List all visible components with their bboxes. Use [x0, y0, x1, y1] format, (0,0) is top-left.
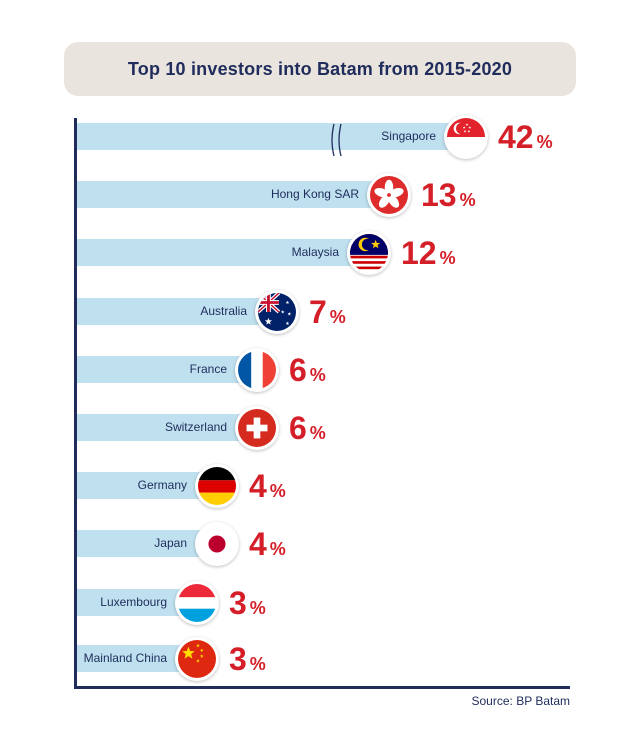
category-label: France [189, 362, 227, 376]
value-label: 3% [229, 584, 266, 621]
value-label: 4% [249, 467, 286, 504]
category-label: Mainland China [83, 651, 167, 665]
value-label: 13% [421, 176, 476, 213]
axis-break-icon [331, 123, 342, 157]
value-label: 6% [289, 409, 326, 446]
value-label: 4% [249, 525, 286, 562]
value-label: 6% [289, 351, 326, 388]
x-axis-line [74, 686, 570, 689]
bar-singapore [77, 123, 470, 150]
category-label: Germany [137, 478, 187, 492]
category-label: Luxembourg [100, 595, 167, 609]
chart-title-box: Top 10 investors into Batam from 2015-20… [64, 42, 576, 96]
switzerland-flag-icon [235, 405, 279, 450]
chart-title: Top 10 investors into Batam from 2015-20… [127, 58, 513, 79]
bar-france [77, 356, 261, 383]
bar-australia [77, 298, 281, 325]
value-label: 12% [401, 234, 456, 271]
france-flag-icon [235, 347, 279, 392]
malaysia-flag-icon [347, 230, 391, 275]
bar-hong-kong-sar [77, 181, 393, 208]
luxembourg-flag-icon [175, 580, 219, 625]
value-label: 42% [498, 118, 553, 155]
bar-switzerland [77, 414, 261, 441]
source-note: Source: BP Batam [471, 694, 571, 708]
australia-flag-icon [255, 289, 299, 334]
value-label: 7% [309, 293, 346, 330]
y-axis-line [74, 118, 77, 689]
bar-malaysia [77, 239, 373, 266]
china-flag-icon [175, 636, 219, 681]
value-label: 3% [229, 640, 266, 677]
category-label: Japan [154, 536, 187, 550]
category-label: Hong Kong SAR [270, 187, 359, 201]
japan-flag-icon [195, 521, 239, 566]
category-label: Switzerland [164, 420, 227, 434]
category-label: Malaysia [291, 245, 339, 259]
hong-kong-flag-icon [367, 172, 411, 217]
category-label: Australia [200, 304, 247, 318]
singapore-flag-icon [444, 114, 488, 159]
category-label: Singapore [381, 129, 436, 143]
germany-flag-icon [195, 463, 239, 508]
